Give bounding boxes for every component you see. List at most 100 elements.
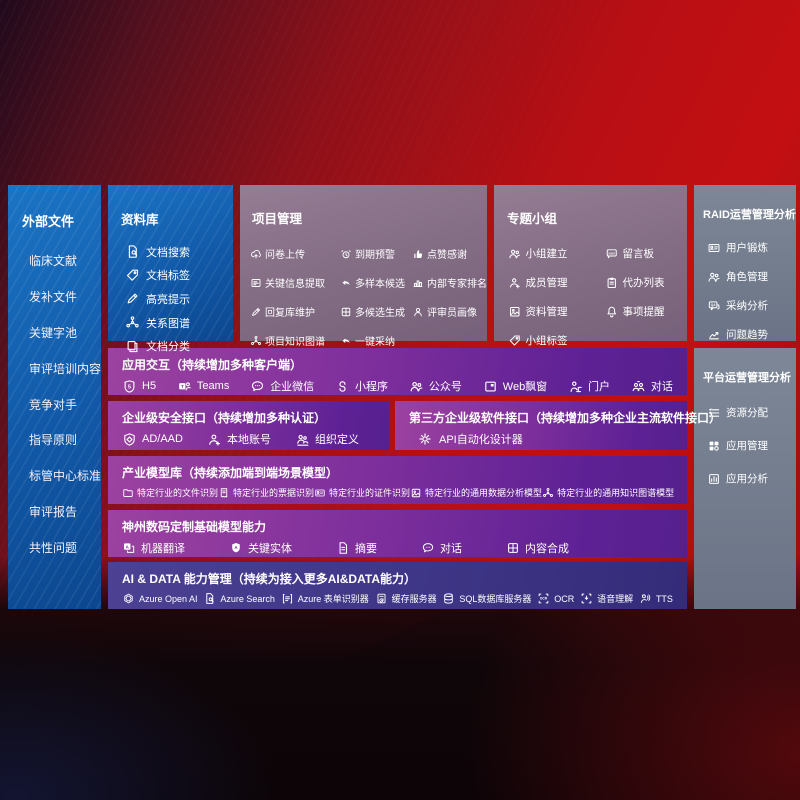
feature-item: 小组标签	[508, 326, 605, 355]
feature-item: 资源分配	[694, 396, 796, 429]
feature-item-label: 缓存服务器	[391, 594, 437, 604]
cloud-up-icon	[250, 248, 262, 260]
feature-item-label: 采纳分析	[726, 300, 768, 312]
app-interaction-items: H5 Teams 企业微信 小程序 公众号 Web飘窗 门户 对话	[122, 378, 673, 394]
feature-item-label: 事项提醒	[622, 306, 665, 318]
clipboard-icon	[605, 276, 619, 290]
doc-search-icon	[203, 592, 216, 605]
row-industry-models: 产业模型库（持续添加端到端场景模型） 特定行业的文件识别 特定行业的票据识别 特定行…	[108, 456, 687, 504]
feature-item-label: 问题趋势	[726, 329, 768, 341]
feature-item: 公众号	[409, 378, 462, 394]
feature-item-label: 点赞感谢	[427, 250, 467, 261]
feature-item: 特定行业的通用知识图谱模型	[542, 486, 674, 499]
feature-item: 采纳分析	[694, 291, 796, 320]
feature-item: 审评报告	[8, 494, 101, 530]
raid-analysis-title: RAID运营管理分析	[703, 209, 796, 221]
feature-item: 文档分类	[108, 334, 233, 358]
feature-item: 发补文件	[8, 279, 101, 315]
feature-item: 特定行业的证件识别	[314, 486, 410, 499]
feature-item: 内部专家排名	[412, 268, 487, 297]
feature-item-label: 本地账号	[226, 434, 271, 446]
feature-item: 特定行业的票据识别	[218, 486, 314, 499]
person-plus-icon	[207, 432, 222, 447]
person-plus-icon	[508, 276, 522, 290]
feature-item-label: 机器翻译	[141, 543, 185, 555]
industry-models-title: 产业模型库（持续添加端到端场景模型）	[122, 466, 339, 480]
feature-item-label: 应用管理	[726, 440, 768, 452]
raid-analysis-list: 用户锻炼角色管理采纳分析问题趋势	[694, 233, 796, 349]
feature-item-label: Teams	[196, 380, 230, 392]
database-icon	[442, 592, 455, 605]
translate-icon	[122, 541, 136, 555]
feature-item: 企业微信	[250, 378, 314, 394]
feature-item: Azure 表单识别器	[281, 592, 369, 605]
panel-topic-groups: 专题小组 小组建立 留言板 成员管理 代办列表 资料管理 事项提醒 小组标签	[494, 185, 687, 347]
feature-item-label: 多候选生成	[355, 308, 405, 319]
feature-item: 对话	[631, 378, 673, 394]
feature-item: 角色管理	[694, 262, 796, 291]
feature-item-label: 审评培训内容	[29, 361, 102, 376]
feature-item-label: 成员管理	[525, 277, 568, 289]
extract-icon	[250, 277, 262, 289]
third-party-api-items: API自动化设计器	[417, 431, 673, 447]
person-icon	[412, 306, 424, 318]
feature-item-label: 留言板	[622, 248, 655, 260]
dialog-icon	[631, 379, 646, 394]
feature-item-label: 用户锻炼	[726, 242, 768, 254]
feature-item: Azure Search	[203, 592, 275, 605]
panel-project-management: 项目管理 问卷上传 到期预警 点赞感谢 关键信息提取 多样本候选 内部专家排名 回复库维护 多…	[240, 185, 487, 348]
feature-item-label: 应用分析	[726, 473, 768, 485]
trend-icon	[707, 328, 721, 342]
row-security-api: 企业级安全接口（持续增加多种认证） AD/AAD 本地账号 组织定义	[108, 401, 389, 450]
tag-icon	[125, 268, 140, 283]
feature-item-label: 发补文件	[29, 290, 78, 305]
feature-item-label: 文档搜索	[146, 246, 190, 259]
feature-item: 关键实体	[229, 540, 292, 556]
feature-item: 项目知识图谱	[250, 326, 340, 355]
feature-item-label: 代办列表	[622, 277, 665, 289]
feature-item-label: 文档分类	[146, 341, 190, 354]
app-chart-icon	[707, 472, 721, 486]
chat-dots-icon	[421, 541, 435, 555]
feature-item-label: 审评报告	[29, 504, 78, 519]
chat-dots-icon	[250, 379, 265, 394]
feature-item-label: 特定行业的文件识别	[137, 488, 219, 498]
speech-icon	[580, 592, 593, 605]
album-icon	[508, 305, 522, 319]
external-files-list: 临床文献 发补文件 关键字池 审评培训内容 竞争对手 指导原则 标管中心标准 审评报告 共性问题	[8, 243, 101, 565]
feature-item: 问卷上传	[250, 239, 340, 268]
ai-data-title: AI & DATA 能力管理（持续为接入更多AI&DATA能力）	[122, 572, 416, 586]
feature-item-label: 一键采纳	[355, 337, 395, 348]
feature-item: 组织定义	[295, 431, 359, 447]
feature-item: 小程序	[335, 378, 388, 394]
feature-item: 审评培训内容	[8, 350, 101, 386]
entity-icon	[229, 541, 243, 555]
docs-icon	[125, 339, 140, 354]
feature-item: 回复库维护	[250, 297, 340, 326]
feature-item-label: OCR	[554, 593, 575, 604]
feature-item-label: 特定行业的通用知识图谱模型	[557, 488, 675, 498]
feature-item: 高亮提示	[108, 287, 233, 311]
feature-item-label: 内容合成	[525, 543, 569, 555]
feature-item-label: 资料管理	[525, 306, 568, 318]
feature-item: 到期预警	[340, 239, 412, 268]
feature-item-label: 特定行业的证件识别	[329, 488, 411, 498]
rank-icon	[412, 277, 424, 289]
platform-analysis-list: 资源分配应用管理应用分析	[694, 396, 796, 495]
feature-item-label: 项目知识图谱	[265, 337, 325, 348]
feature-item-label: 高亮提示	[146, 293, 190, 306]
bbs-icon	[605, 247, 619, 261]
feature-item: 关系图谱	[108, 311, 233, 335]
feature-item: H5	[122, 379, 156, 394]
repository-title: 资料库	[121, 212, 159, 227]
receipt-icon	[218, 487, 230, 499]
doc-search-icon	[125, 244, 140, 259]
platform-analysis-title: 平台运营管理分析	[703, 372, 791, 384]
apps-icon	[707, 439, 721, 453]
row-app-interaction: 应用交互（持续增加多种客户端） H5 Teams 企业微信 小程序 公众号 Web飘窗 门户…	[108, 348, 687, 395]
pen-icon	[250, 306, 262, 318]
feature-item-label: 组织定义	[314, 434, 359, 446]
base-models-title: 神州数码定制基础模型能力	[122, 520, 267, 534]
feature-item-label: Azure Open AI	[139, 593, 198, 604]
feature-item: 点赞感谢	[412, 239, 485, 268]
